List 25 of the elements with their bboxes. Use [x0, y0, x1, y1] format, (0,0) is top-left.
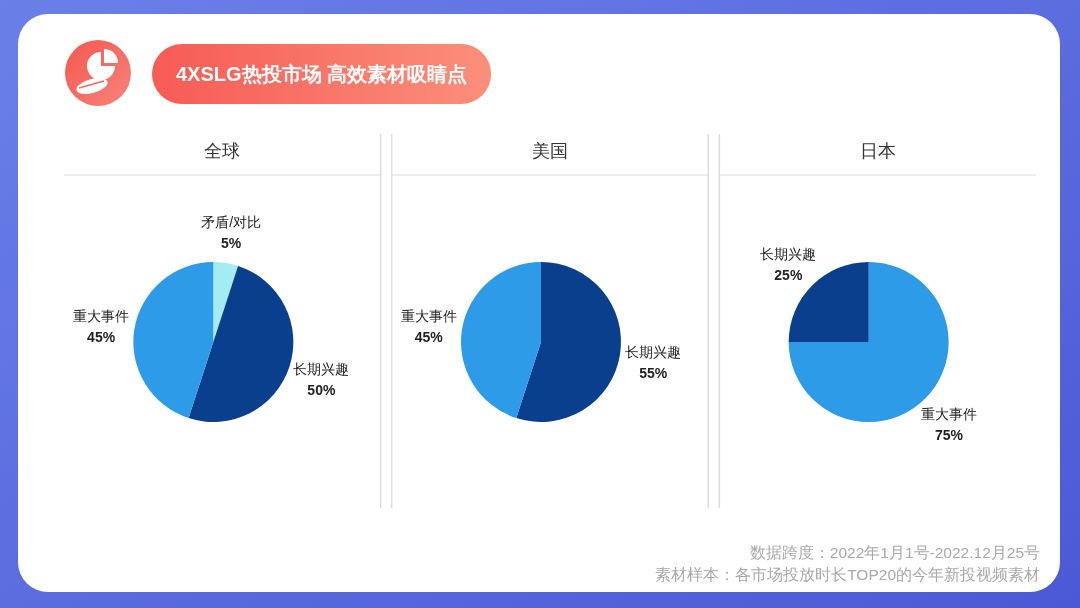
data-label: 5% — [220, 234, 242, 251]
slice-label: 长期兴趣 — [293, 361, 350, 378]
pie-slice — [188, 265, 294, 422]
pie-slice — [461, 262, 541, 419]
data-label: 50% — [307, 382, 336, 399]
chart-title: 日本 — [859, 141, 896, 161]
text: 数据跨度：2022年1月1号-2022.12月25号 — [749, 544, 1040, 561]
pie-slice — [133, 262, 214, 419]
data-label: 55% — [639, 364, 668, 381]
data-label: 45% — [414, 329, 444, 346]
pie-slice — [516, 262, 621, 422]
chart-title: 美国 — [532, 141, 568, 161]
slice-label: 重大事件 — [920, 406, 977, 423]
data-label: 25% — [774, 266, 803, 283]
text: 素材样本：各市场投放时长TOP20的今年新投视频素材 — [655, 566, 1040, 583]
slice-label: 矛盾/对比 — [201, 213, 262, 230]
pie-slice — [213, 262, 239, 342]
data-label: 75% — [934, 427, 964, 444]
slice-label: 重大事件 — [400, 308, 457, 325]
chart-title: 全球 — [204, 141, 241, 161]
slice-label: 长期兴趣 — [625, 343, 682, 360]
data-label: 45% — [87, 329, 116, 346]
slice-label: 长期兴趣 — [760, 245, 817, 262]
text: 4XSLG热投市场 高效素材吸睛点 — [176, 63, 468, 85]
slice-label: 重大事件 — [73, 308, 130, 325]
